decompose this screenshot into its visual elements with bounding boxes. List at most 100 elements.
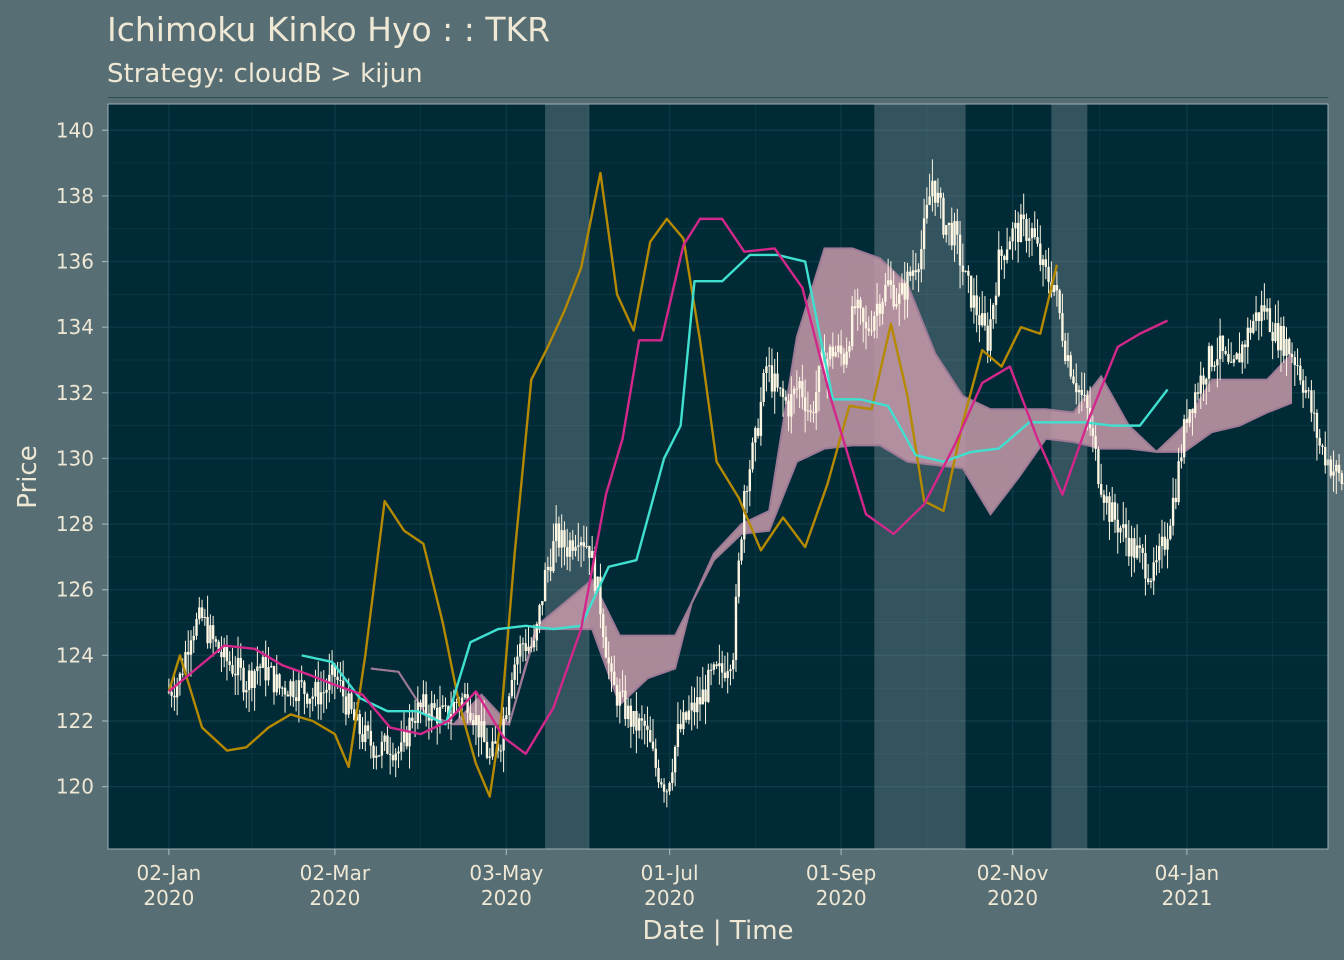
candle-body (704, 689, 707, 702)
candle-body (881, 301, 884, 314)
candle-body (1207, 346, 1211, 379)
candle-body (980, 313, 984, 326)
candle-body (383, 735, 386, 742)
candle-body (665, 791, 669, 793)
candle-body (737, 560, 740, 597)
candle-body (1005, 249, 1009, 261)
candle-body (964, 270, 967, 272)
candle-body (1202, 375, 1205, 385)
candle-body (845, 351, 848, 365)
x-tick-label: 04-Jan (1155, 861, 1220, 885)
y-tick-label: 124 (56, 643, 94, 667)
candle-body (759, 401, 763, 436)
candle-body (1080, 389, 1083, 396)
candle-body (200, 607, 204, 618)
candle-body (225, 645, 229, 662)
candle-body (1177, 461, 1180, 503)
candle-body (463, 694, 467, 698)
candle-body (1218, 335, 1222, 360)
candle-body (886, 280, 890, 285)
candle-body (402, 730, 406, 743)
candle-body (372, 745, 375, 758)
candle-body (732, 660, 735, 670)
candle-body (969, 275, 973, 308)
candle-body (756, 428, 760, 436)
candle-body (651, 741, 655, 749)
candle-body (1094, 436, 1097, 449)
candle-body (1312, 412, 1316, 414)
candle-body (1047, 266, 1050, 282)
candle-body (635, 710, 638, 731)
candle-body (596, 576, 599, 591)
candle-body (637, 718, 641, 731)
candle-body (884, 284, 887, 302)
candle-body (375, 755, 378, 758)
candle-body (466, 694, 469, 713)
candle-body (574, 546, 577, 551)
candle-body (1290, 354, 1294, 358)
candle-body (1039, 243, 1042, 265)
candle-body (231, 665, 234, 674)
candle-body (441, 705, 444, 707)
candle-body (460, 697, 464, 707)
grid (108, 97, 1328, 849)
candle-body (270, 666, 273, 668)
candle-body (416, 702, 420, 723)
candle-body (956, 221, 959, 235)
candle-body (585, 546, 588, 548)
candle-body (1188, 409, 1191, 423)
candle-body (646, 725, 649, 731)
x-tick-label: 02-Mar (300, 861, 371, 885)
candle-body (1105, 496, 1108, 503)
candle-body (419, 702, 422, 707)
candle-body (1122, 524, 1125, 528)
candle-body (1003, 255, 1006, 261)
candle-body (1135, 545, 1139, 558)
candle-body (1257, 312, 1261, 322)
candle-body (1246, 327, 1249, 348)
candle-body (610, 663, 613, 672)
candle-body (325, 689, 328, 693)
candle-body (577, 545, 580, 547)
candle-body (344, 696, 348, 715)
candle-body (203, 616, 207, 618)
candle-body (715, 664, 718, 667)
candle-body (945, 225, 948, 235)
candle-body (911, 270, 915, 276)
candle-body (693, 702, 696, 713)
candle-body (599, 576, 602, 615)
x-axis-title: Date | Time (642, 916, 793, 946)
candle-body (394, 753, 397, 761)
candle-body (278, 674, 281, 689)
candle-body (626, 705, 630, 720)
senkou-b-line (370, 401, 1293, 727)
candle-body (353, 709, 356, 721)
y-tick-label: 138 (56, 184, 94, 208)
candle-body (613, 671, 616, 685)
candle-body (405, 730, 408, 747)
candle-body (250, 670, 254, 688)
candle-body (1127, 537, 1131, 557)
candle-body (552, 541, 555, 572)
candle-body (1036, 237, 1039, 244)
candle-body (568, 540, 572, 557)
x-tick-label-year: 2020 (644, 886, 695, 910)
chikou-line (167, 171, 1059, 798)
candle-body (391, 754, 395, 761)
candle-body (532, 640, 536, 648)
candle-body (366, 725, 370, 731)
candle-body (209, 625, 212, 644)
candle-body (762, 373, 765, 402)
candle-body (657, 767, 660, 783)
candle-body (604, 637, 608, 658)
candle-body (953, 221, 956, 246)
candle-body (560, 530, 563, 548)
candle-body (936, 192, 940, 203)
candle-body (1108, 496, 1111, 522)
candle-body (222, 645, 226, 658)
candle-body (765, 366, 768, 374)
candle-body (776, 373, 779, 388)
candle-body (1329, 459, 1332, 476)
candle-body (1061, 313, 1064, 341)
x-tick-label-year: 2020 (816, 886, 867, 910)
